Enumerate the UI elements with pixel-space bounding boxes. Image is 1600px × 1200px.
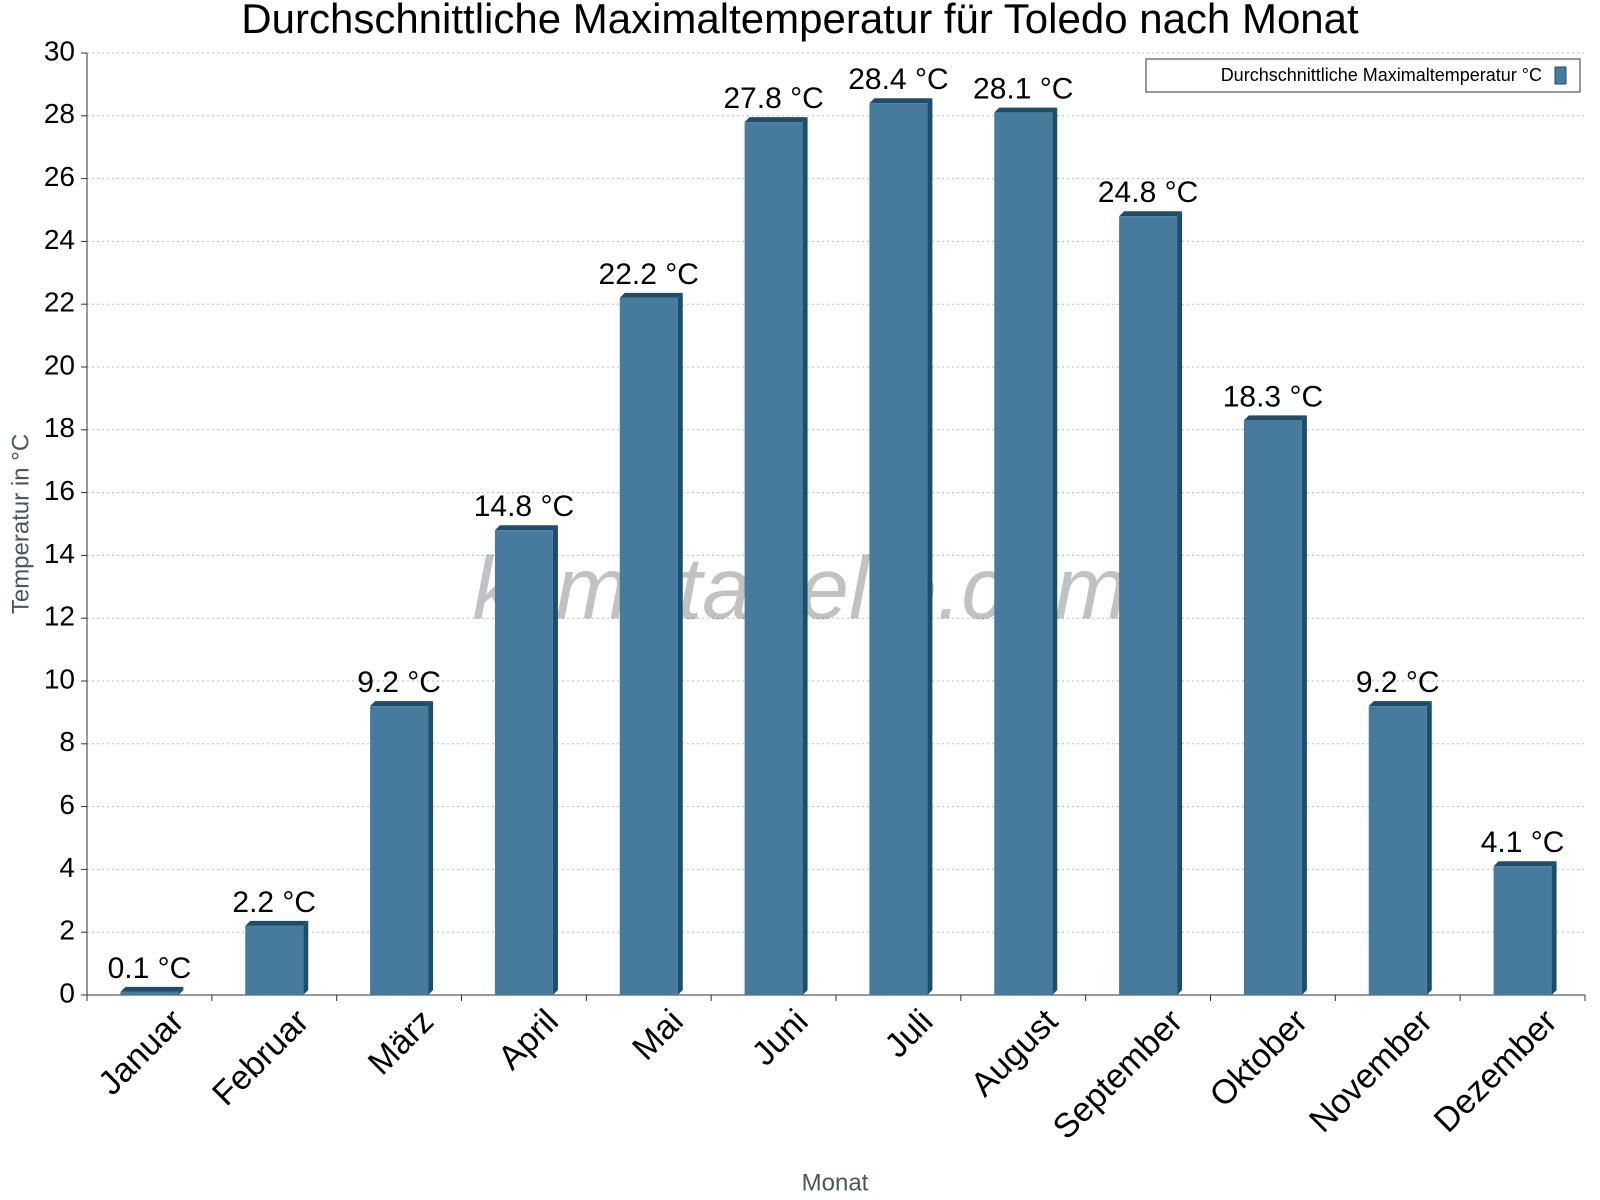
bar [494, 530, 553, 995]
x-tick-label: Januar [91, 1002, 191, 1102]
bar [619, 297, 678, 995]
x-tick-label: Mai [625, 1002, 691, 1068]
bar [1243, 420, 1302, 995]
chart-title: Durchschnittliche Maximaltemperatur für … [241, 0, 1359, 42]
y-axis-label: Temperatur in °C [7, 434, 34, 614]
x-tick-label: April [491, 1002, 566, 1077]
bar-side [1426, 701, 1432, 995]
data-label: 9.2 °C [357, 666, 441, 699]
x-tick-label: November [1302, 1002, 1440, 1140]
data-label: 24.8 °C [1098, 176, 1198, 209]
bar-top [744, 117, 808, 123]
y-tick-label: 28 [44, 98, 75, 129]
bar [869, 103, 928, 996]
x-tick-label: August [964, 1002, 1066, 1104]
x-tick-label: Juni [745, 1002, 816, 1073]
y-tick-label: 12 [44, 601, 75, 632]
bar [744, 122, 803, 995]
y-tick-label: 26 [44, 161, 75, 192]
bar-top [1368, 701, 1432, 707]
y-tick-label: 2 [59, 915, 75, 946]
bar-side [303, 920, 309, 995]
x-tick-label: Oktober [1203, 1002, 1315, 1114]
bar-side [1551, 861, 1557, 995]
bar-top [120, 986, 184, 992]
bar [245, 925, 304, 995]
data-label: 4.1 °C [1481, 826, 1565, 859]
bar [994, 112, 1053, 995]
y-tick-label: 10 [44, 663, 75, 694]
bar [1119, 216, 1178, 995]
y-tick-label: 18 [44, 412, 75, 443]
x-axis-label: Monat [802, 1169, 869, 1196]
y-tick-label: 24 [44, 224, 75, 255]
data-label: 0.1 °C [108, 952, 192, 985]
y-tick-label: 16 [44, 475, 75, 506]
legend-box [1145, 58, 1581, 93]
data-label: 22.2 °C [599, 258, 699, 291]
bar-top [494, 525, 558, 531]
bar-top [370, 701, 434, 707]
bar-top [619, 292, 683, 298]
bar-side [802, 117, 808, 995]
data-label: 28.4 °C [848, 63, 948, 96]
data-label: 28.1 °C [973, 73, 1073, 106]
y-tick-label: 4 [59, 852, 75, 883]
bar-top [1243, 415, 1307, 421]
y-tick-label: 20 [44, 349, 75, 380]
x-tick-label: September [1046, 1002, 1190, 1146]
legend-swatch [1554, 66, 1567, 85]
data-label: 14.8 °C [474, 490, 574, 523]
bar [120, 991, 179, 995]
y-tick-label: 8 [59, 726, 75, 757]
y-tick-label: 6 [59, 789, 75, 820]
legend-label: Durchschnittliche Maximaltemperatur °C [1221, 65, 1542, 85]
x-tick-label: Dezember [1427, 1002, 1565, 1140]
bar-side [178, 986, 184, 995]
bar-top [869, 98, 933, 104]
bar-top [1493, 861, 1557, 867]
y-tick-label: 14 [44, 538, 75, 569]
bar-side [927, 98, 933, 996]
data-label: 18.3 °C [1223, 380, 1323, 413]
x-tick-label: März [361, 1002, 441, 1082]
x-tick-label: Juli [877, 1002, 940, 1065]
y-tick-label: 22 [44, 287, 75, 318]
bar-side [1177, 211, 1183, 995]
bar-side [1052, 107, 1058, 995]
bar-top [1119, 211, 1183, 217]
data-label: 27.8 °C [723, 82, 823, 115]
bar [370, 706, 429, 995]
bar [1368, 706, 1427, 995]
x-tick-label: Februar [205, 1002, 316, 1113]
data-label: 9.2 °C [1356, 666, 1440, 699]
bar-top [994, 107, 1058, 113]
bar-side [1301, 415, 1307, 995]
bar [1493, 866, 1552, 995]
bar-side [428, 701, 434, 995]
y-tick-label: 0 [59, 977, 75, 1008]
bar-side [552, 525, 558, 995]
bar-top [245, 920, 309, 926]
bar-side [677, 292, 683, 995]
data-label: 2.2 °C [232, 886, 316, 919]
y-tick-label: 30 [44, 35, 75, 66]
